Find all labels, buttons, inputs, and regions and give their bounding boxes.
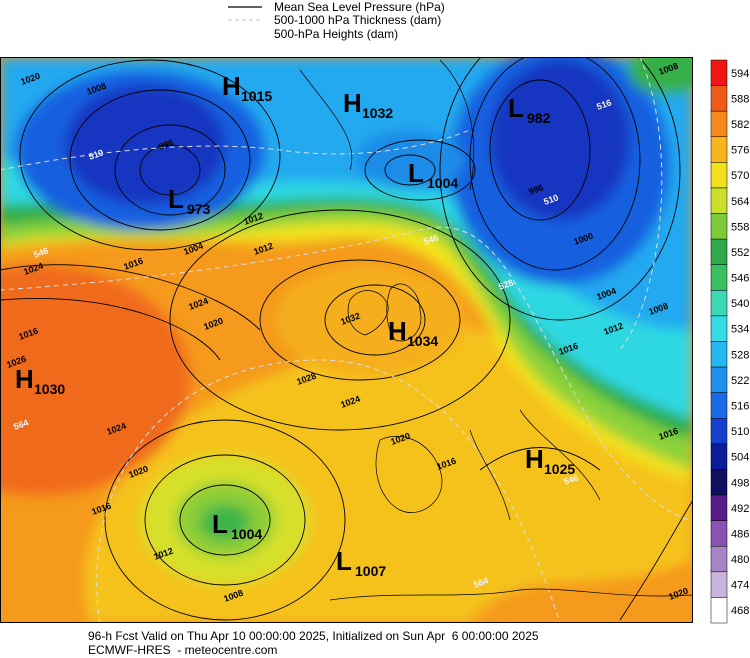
center-letter: H [15,364,34,394]
coastlines [299,59,693,601]
colorbar-label: 594 [731,68,749,80]
colorbar-label: 546 [731,273,749,285]
center-letter: H [388,316,407,346]
colorbar-label: 528 [731,349,749,361]
colorbar-label: 582 [731,119,749,131]
thickness-label: 564 [12,417,30,432]
colorbar-label: 552 [731,247,749,259]
colorbar-label: 516 [731,400,749,412]
pressure-center: H 1032 [343,88,393,121]
center-value: 1032 [362,105,393,121]
center-letter: L [508,93,524,123]
thickness-label: 546 [422,232,440,247]
colorbar-label: 558 [731,221,749,233]
colorbar-label: 534 [731,324,749,336]
colorbar-cell [710,597,728,624]
pressure-center: H 1025 [525,444,575,477]
colorbar-cell [710,341,728,368]
isobars [0,57,693,621]
colorbar-label: 510 [731,426,749,438]
center-value: 1030 [34,381,65,397]
colorbar-label: 486 [731,528,749,540]
isobar-label: 996 [157,137,175,152]
colorbar-cell [710,85,728,112]
colorbar-cell [710,238,728,265]
center-letter: L [336,546,352,576]
colorbar-cell [710,315,728,342]
pressure-center: H 1034 [388,316,438,349]
center-letter: H [525,444,544,474]
pressure-center: H 1015 [222,71,272,104]
thickness-label: 516 [595,97,613,112]
footer-line: 96-h Fcst Valid on Thu Apr 10 00:00:00 2… [88,629,539,643]
colorbar-label: 522 [731,375,749,387]
colorbar-cell [710,264,728,291]
colorbar-label: 474 [731,580,749,592]
colorbar-cell [710,469,728,496]
colorbar-label: 564 [731,196,749,208]
thickness-label: 546 [32,245,50,260]
thickness-lines [0,57,693,623]
pressure-center: L 973 [168,184,211,217]
thickness-label: 510 [87,147,105,162]
colorbar-cell [710,290,728,317]
colorbar-cell [710,392,728,419]
map-frame [0,57,693,623]
colorbar-label: 480 [731,554,749,566]
center-letter: H [222,71,241,101]
thickness-label: 546 [562,472,580,487]
colorbar-label: 504 [731,452,749,464]
center-value: 1034 [407,333,438,349]
colorbar-cell [710,187,728,214]
colorbar-cell [710,162,728,189]
center-value: 1007 [355,563,386,579]
colorbar-label: 540 [731,298,749,310]
colorbar-label: 468 [731,605,749,617]
pressure-center: L 1004 [212,509,262,542]
colorbar-label: 498 [731,477,749,489]
colorbar-cell [710,213,728,240]
center-value: 1025 [544,461,575,477]
legend-item: Mean Sea Level Pressure (hPa) [274,0,445,14]
colorbar-label: 570 [731,170,749,182]
center-letter: L [408,158,424,188]
colorbar-cell [710,571,728,598]
center-value: 1004 [231,526,262,542]
colorbar-label: 576 [731,145,749,157]
pressure-center: H 1030 [15,364,65,397]
legend-item: 500-hPa Heights (dam) [274,27,398,41]
center-letter: L [168,184,184,214]
thickness-label: 528 [497,277,515,292]
center-value: 973 [187,201,211,217]
colorbar-cell [710,136,728,163]
colorbar-cell [710,366,728,393]
thickness-label: 510 [542,192,560,207]
colorbar-cell [710,418,728,445]
center-value: 1004 [427,175,458,191]
colorbar-label: 492 [731,503,749,515]
center-value: 1015 [241,88,272,104]
colorbar-cell [710,520,728,547]
colorbar-cell [710,59,728,86]
colorbar-cell [710,443,728,470]
pressure-center: L 1007 [336,546,386,579]
thickness-label: 564 [472,575,490,590]
legend-item: 500-1000 hPa Thickness (dam) [274,13,441,27]
colorbar-cell [710,494,728,521]
pressure-center: L 1004 [408,158,458,191]
isobar-label: 996 [527,182,545,197]
colorbar-label: 588 [731,93,749,105]
center-value: 982 [527,110,551,126]
center-letter: L [212,509,228,539]
colorbar-cell [710,545,728,573]
center-letter: H [343,88,362,118]
colorbar-cell [710,110,728,138]
pressure-center: L 982 [508,93,551,126]
footer-line: ECMWF-HRES - meteocentre.com [88,643,278,657]
map-field [0,57,693,623]
